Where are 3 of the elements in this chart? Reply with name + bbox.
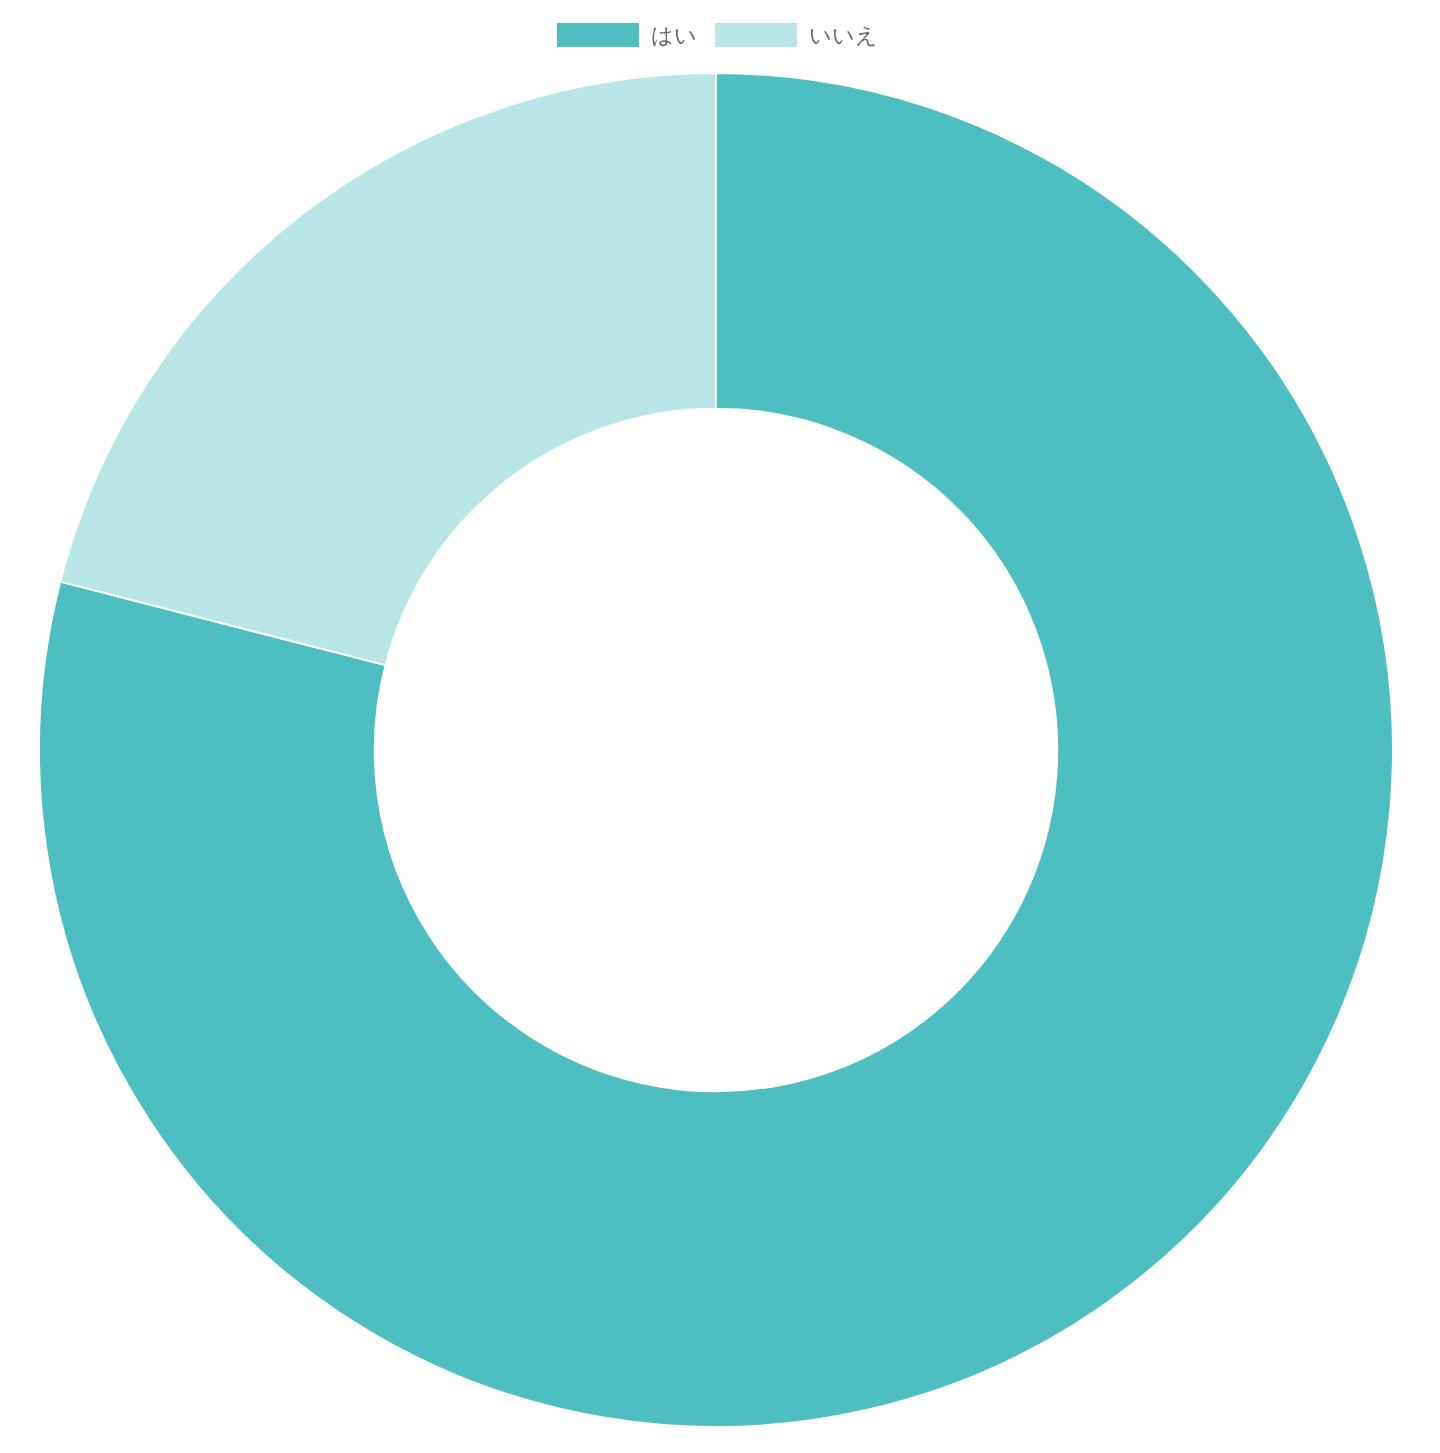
legend-label: はい	[651, 22, 697, 48]
legend-label: いいえ	[809, 22, 878, 48]
donut-slice	[38, 72, 1394, 1428]
